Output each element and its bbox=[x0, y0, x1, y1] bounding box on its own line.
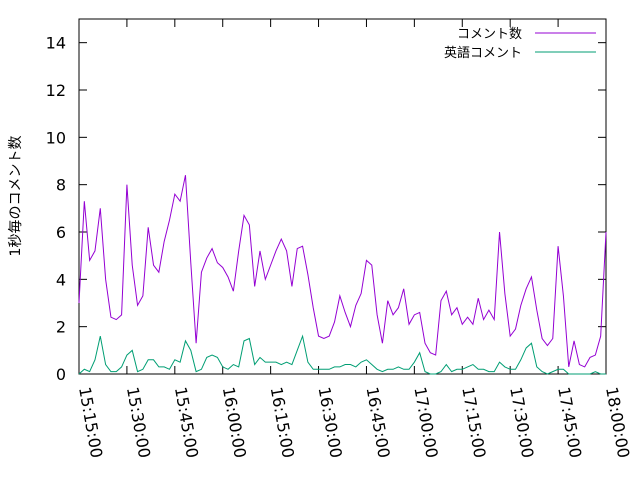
x-tick-label: 17:30:00 bbox=[506, 385, 537, 459]
x-tick-label: 17:00:00 bbox=[410, 385, 441, 459]
y-tick-label: 14 bbox=[46, 34, 66, 53]
x-tick-label: 16:15:00 bbox=[267, 385, 298, 459]
series-line-1 bbox=[78, 175, 607, 368]
y-tick-label: 12 bbox=[46, 81, 66, 100]
x-tick-label: 15:15:00 bbox=[75, 385, 106, 459]
x-tick-label: 16:45:00 bbox=[363, 385, 394, 459]
y-tick-label: 2 bbox=[56, 318, 66, 337]
x-tick-label: 16:00:00 bbox=[219, 385, 250, 459]
y-tick-label: 8 bbox=[56, 176, 66, 195]
legend-label: コメント数 bbox=[457, 27, 522, 42]
series-group bbox=[78, 175, 607, 375]
y-tick-label: 6 bbox=[56, 223, 66, 242]
x-tick-label: 17:45:00 bbox=[554, 385, 585, 459]
plot-frame bbox=[78, 18, 607, 375]
x-tick-label: 18:00:00 bbox=[602, 385, 633, 459]
series-line-2 bbox=[78, 334, 606, 375]
x-tick-label: 16:30:00 bbox=[315, 385, 346, 459]
x-tick-label: 15:30:00 bbox=[123, 385, 154, 459]
y-tick-label: 4 bbox=[56, 270, 66, 289]
x-axis: 15:15:00 15:30:00 15:45:00 16:00:00 16:15:00… bbox=[75, 19, 633, 459]
y-tick-label: 10 bbox=[46, 128, 66, 147]
legend-label: 英語コメント bbox=[444, 45, 522, 61]
y-axis-title: 1秒毎のコメント数 bbox=[8, 136, 24, 257]
y-tick-label: 0 bbox=[56, 365, 66, 384]
x-tick-label: 15:45:00 bbox=[171, 385, 202, 459]
y-axis: 0 2 4 6 8 10 12 14 bbox=[46, 34, 606, 384]
x-tick-label: 17:15:00 bbox=[458, 385, 489, 459]
